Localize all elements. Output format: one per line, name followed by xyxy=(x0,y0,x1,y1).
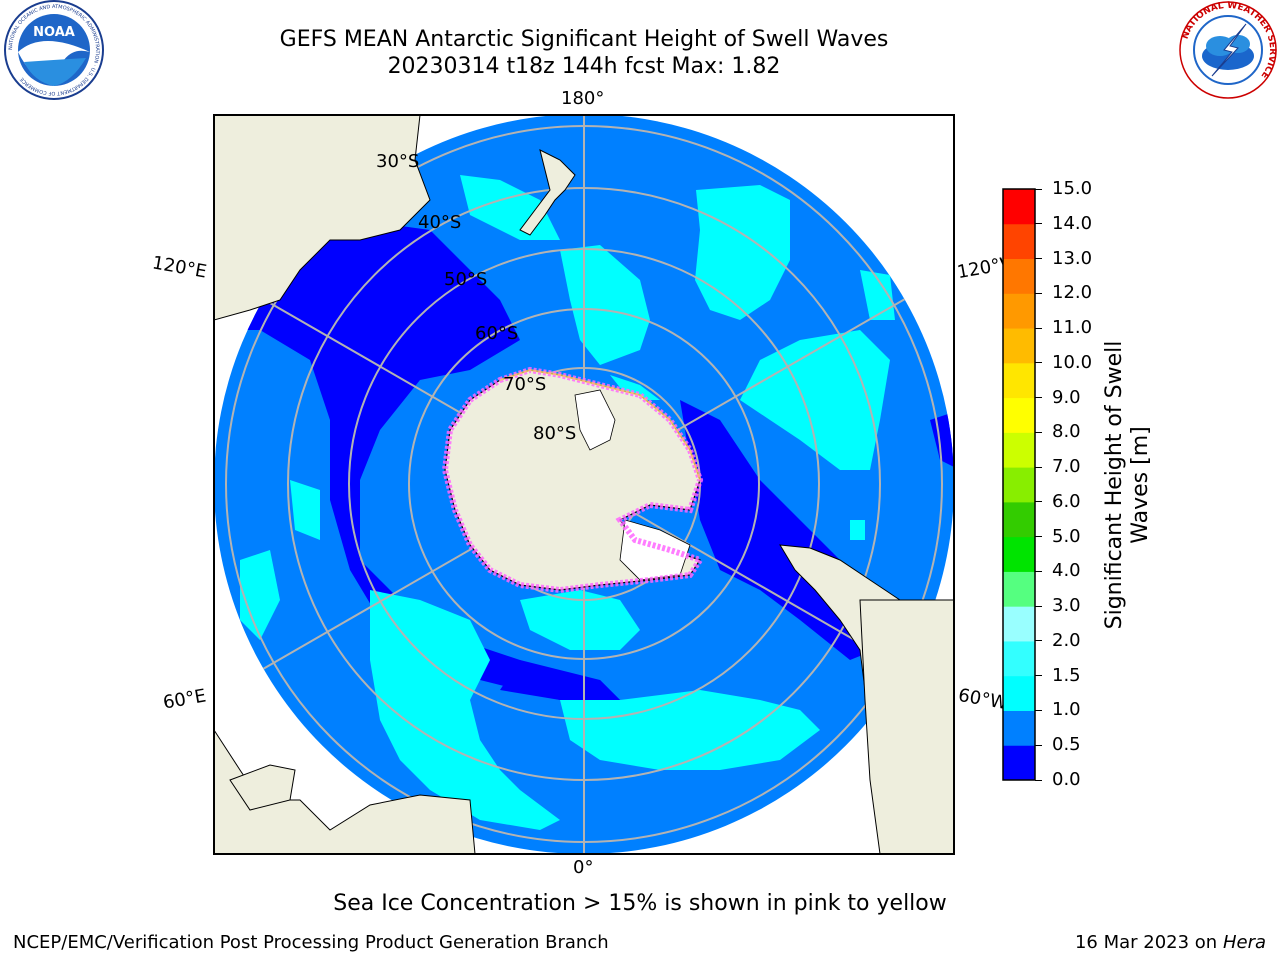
branch-credit: NCEP/EMC/Verification Post Processing Pr… xyxy=(13,932,609,953)
colorbar-tick-mark xyxy=(1035,501,1042,503)
lat-label-50s: 50°S xyxy=(444,269,488,290)
colorbar-segment xyxy=(1003,571,1035,607)
colorbar-tick-mark xyxy=(1035,327,1042,329)
swell-patch-south xyxy=(560,690,820,770)
colorbar-segment xyxy=(1003,606,1035,642)
colorbar-tick-label: 6.0 xyxy=(1052,490,1081,512)
colorbar-segment xyxy=(1003,536,1035,572)
date-stamp: 16 Mar 2023 on Hera xyxy=(1075,932,1266,954)
colorbar-label: Significant Height of Swell Waves [m] xyxy=(1102,340,1153,630)
colorbar-tick-label: 2.0 xyxy=(1052,629,1081,651)
chart-title: GEFS MEAN Antarctic Significant Height o… xyxy=(279,27,889,52)
colorbar-tick-label: 7.0 xyxy=(1052,456,1081,478)
colorbar-tick-mark xyxy=(1035,536,1042,538)
colorbar-tick-label: 10.0 xyxy=(1052,351,1093,373)
colorbar-segment xyxy=(1003,223,1035,260)
colorbar-tick-label: 5.0 xyxy=(1052,525,1081,547)
lat-label-80s: 80°S xyxy=(533,423,577,444)
lat-label-40s: 40°S xyxy=(418,212,462,233)
colorbar-tick-mark xyxy=(1035,223,1042,225)
colorbar-segment xyxy=(1003,397,1035,433)
colorbar-tick-label: 8.0 xyxy=(1052,421,1081,443)
colorbar-segment xyxy=(1003,328,1035,364)
lat-label-70s: 70°S xyxy=(503,374,547,395)
colorbar-segment xyxy=(1003,745,1035,781)
colorbar-segment xyxy=(1003,640,1035,677)
colorbar-tick-mark xyxy=(1035,640,1042,642)
date-text: 16 Mar 2023 on xyxy=(1074,932,1218,953)
colorbar-tick-label: 3.0 xyxy=(1052,595,1081,617)
sea-ice-note: Sea Ice Concentration > 15% is shown in … xyxy=(333,891,947,916)
colorbar-segment xyxy=(1003,362,1035,399)
colorbar-tick-label: 4.0 xyxy=(1052,560,1081,582)
colorbar-tick-mark xyxy=(1035,709,1042,711)
colorbar-segment xyxy=(1003,501,1035,538)
colorbar-tick-label: 0.5 xyxy=(1052,734,1081,756)
colorbar-tick-mark xyxy=(1035,292,1042,294)
colorbar-segment xyxy=(1003,189,1035,225)
colorbar-tick-mark xyxy=(1035,362,1042,364)
colorbar-tick-label: 9.0 xyxy=(1052,386,1081,408)
colorbar xyxy=(1002,188,1036,781)
noaa-logo-text: NOAA xyxy=(33,25,75,40)
colorbar-tick-label: 1.0 xyxy=(1052,699,1081,721)
colorbar-tick-mark xyxy=(1035,675,1042,677)
colorbar-tick-mark xyxy=(1035,466,1042,468)
colorbar-segment xyxy=(1003,293,1035,329)
lon-label-0: 0° xyxy=(573,857,594,878)
colorbar-tick-mark xyxy=(1035,570,1042,572)
swell-patch-north xyxy=(695,185,790,320)
colorbar-tick-label: 15.0 xyxy=(1052,178,1093,199)
colorbar-segment xyxy=(1003,258,1035,294)
colorbar-tick-mark xyxy=(1035,605,1042,607)
chart-subtitle: 20230314 t18z 144h fcst Max: 1.82 xyxy=(387,54,781,79)
colorbar-tick-label: 14.0 xyxy=(1052,212,1093,234)
australia xyxy=(214,115,431,321)
lat-label-60s: 60°S xyxy=(475,323,519,344)
colorbar-tick-label: 11.0 xyxy=(1052,317,1093,339)
madagascar xyxy=(229,764,296,811)
colorbar-tick-label: 1.5 xyxy=(1052,664,1081,686)
colorbar-tick-mark xyxy=(1035,258,1042,260)
colorbar-tick-mark xyxy=(1035,779,1042,781)
noaa-logo: NOAA NATIONAL OCEANIC AND ATMOSPHERIC AD… xyxy=(4,0,104,100)
map-frame xyxy=(213,114,955,855)
colorbar-tick-label: 13.0 xyxy=(1052,247,1093,269)
colorbar-segment xyxy=(1003,467,1035,503)
colorbar-tick-mark xyxy=(1035,188,1042,190)
lat-label-30s: 30°S xyxy=(376,151,420,172)
colorbar-tick-label: 12.0 xyxy=(1052,282,1093,304)
colorbar-segment xyxy=(1003,432,1035,468)
colorbar-tick-label: 0.0 xyxy=(1052,769,1081,790)
colorbar-segment xyxy=(1003,675,1035,711)
lon-label-180: 180° xyxy=(561,88,605,109)
colorbar-tick-mark xyxy=(1035,744,1042,746)
swell-patch-east xyxy=(740,330,890,470)
colorbar-tick-mark xyxy=(1035,431,1042,433)
low-swell-west xyxy=(214,200,620,700)
nws-logo: NATIONAL WEATHER SERVICE xyxy=(1179,1,1277,99)
host-name: Hera xyxy=(1222,932,1266,953)
colorbar-segment xyxy=(1003,710,1035,746)
colorbar-tick-mark xyxy=(1035,397,1042,399)
